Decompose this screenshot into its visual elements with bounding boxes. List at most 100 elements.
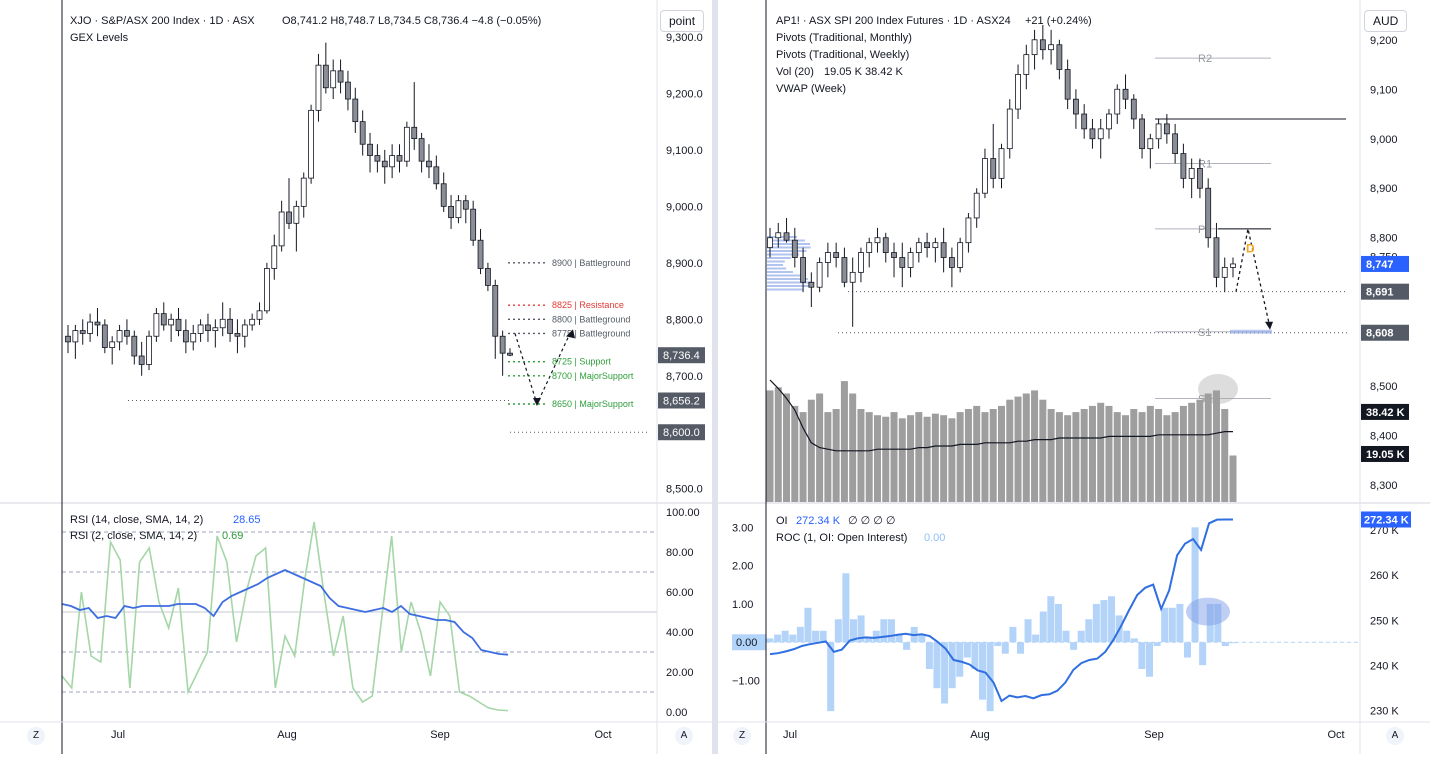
candle[interactable] <box>426 144 432 179</box>
xjo-chart-panel[interactable]: 8900 | Battleground 8825 | Resistance 8800… <box>0 0 712 754</box>
xjo-chart-svg[interactable]: 8900 | Battleground 8825 | Resistance 8800… <box>0 0 712 754</box>
candle[interactable] <box>800 247 806 293</box>
candle[interactable] <box>367 132 373 173</box>
candle[interactable] <box>492 279 499 359</box>
rsi-pane[interactable]: 100.00 80.00 60.00 40.00 20.00 0.00 <box>61 507 700 719</box>
rsi14-label[interactable]: RSI (14, close, SMA, 14, 2) <box>70 514 203 526</box>
candle[interactable] <box>891 242 897 278</box>
candle[interactable] <box>138 341 145 376</box>
candle[interactable] <box>1221 257 1228 293</box>
candle[interactable] <box>352 87 359 133</box>
candles-layer[interactable] <box>65 42 513 376</box>
candle[interactable] <box>79 319 86 345</box>
candle[interactable] <box>1031 29 1038 70</box>
candle[interactable] <box>205 313 211 342</box>
candle[interactable] <box>440 172 447 212</box>
candle[interactable] <box>1180 143 1187 189</box>
roc-label[interactable]: ROC (1, OI: Open Interest) <box>776 532 907 544</box>
candle[interactable] <box>256 302 263 325</box>
candle[interactable] <box>109 336 116 365</box>
candle[interactable] <box>1048 29 1055 65</box>
candle[interactable] <box>212 319 219 348</box>
candle[interactable] <box>227 308 233 342</box>
candle[interactable] <box>767 227 773 258</box>
candle[interactable] <box>455 195 462 224</box>
volume-label[interactable]: Vol (20) <box>776 66 814 78</box>
candle[interactable] <box>1006 99 1013 159</box>
candle[interactable] <box>286 178 292 229</box>
candle[interactable] <box>1147 133 1154 169</box>
candle[interactable] <box>241 319 248 348</box>
candle[interactable] <box>1122 74 1129 110</box>
zoom-toggle-button[interactable]: Z <box>733 727 751 745</box>
candle[interactable] <box>1188 158 1195 199</box>
candle[interactable] <box>322 42 329 94</box>
candle[interactable] <box>982 148 988 199</box>
candle[interactable] <box>94 308 101 337</box>
candle[interactable] <box>791 227 798 268</box>
candle[interactable] <box>403 121 410 167</box>
candle[interactable] <box>124 319 130 345</box>
candle[interactable] <box>1213 222 1220 288</box>
candle[interactable] <box>315 53 322 122</box>
candle[interactable] <box>1089 118 1096 149</box>
candle[interactable] <box>484 262 491 292</box>
candle[interactable] <box>940 227 947 273</box>
candle[interactable] <box>932 237 939 263</box>
candle[interactable] <box>907 247 914 278</box>
candle[interactable] <box>182 319 189 354</box>
auto-scale-button[interactable]: A <box>1386 727 1404 745</box>
candle[interactable] <box>998 143 1005 189</box>
candle[interactable] <box>190 324 197 351</box>
candle[interactable] <box>308 104 315 184</box>
candle[interactable] <box>389 144 396 179</box>
candle[interactable] <box>1081 104 1088 139</box>
monthly-pivots-label[interactable]: Pivots (Traditional, Monthly) <box>776 32 912 44</box>
candle[interactable] <box>816 257 823 293</box>
candle[interactable] <box>1097 118 1104 159</box>
candle[interactable] <box>411 82 418 150</box>
unit-button[interactable]: point <box>660 10 705 32</box>
candle[interactable] <box>396 144 403 173</box>
candle[interactable] <box>359 110 366 156</box>
rsi2-label[interactable]: RSI (2, close, SMA, 14, 2) <box>70 530 197 542</box>
candle[interactable] <box>330 59 337 100</box>
candle[interactable] <box>841 247 848 288</box>
candle[interactable] <box>470 200 477 246</box>
candle[interactable] <box>101 319 108 354</box>
candle[interactable] <box>160 302 167 331</box>
auto-scale-button[interactable]: A <box>675 727 693 745</box>
candle[interactable] <box>337 59 344 94</box>
candle[interactable] <box>219 302 226 337</box>
candle[interactable] <box>131 330 138 365</box>
candle[interactable] <box>271 234 278 280</box>
candle[interactable] <box>866 237 873 268</box>
candle[interactable] <box>849 257 856 327</box>
candle[interactable] <box>948 247 955 288</box>
candle[interactable] <box>507 348 513 357</box>
candle[interactable] <box>1155 118 1162 149</box>
zoom-toggle-button[interactable]: Z <box>27 727 45 745</box>
candle[interactable] <box>965 212 972 253</box>
candle[interactable] <box>499 330 506 376</box>
candle[interactable] <box>783 217 790 243</box>
candle[interactable] <box>973 188 980 228</box>
candle[interactable] <box>1023 44 1030 90</box>
candle[interactable] <box>300 172 307 218</box>
candle[interactable] <box>462 195 469 224</box>
unit-button[interactable]: AUD <box>1364 10 1408 32</box>
panel-divider[interactable] <box>712 0 718 754</box>
candle[interactable] <box>374 144 381 173</box>
candle[interactable] <box>116 324 123 351</box>
candle[interactable] <box>263 262 270 314</box>
candle[interactable] <box>87 313 93 342</box>
vwap-label[interactable]: VWAP (Week) <box>776 83 846 95</box>
oi-label[interactable]: OI <box>776 515 788 527</box>
candle[interactable] <box>477 228 484 275</box>
candle[interactable] <box>874 227 881 253</box>
candle[interactable] <box>1163 114 1170 144</box>
weekly-pivots-label[interactable]: Pivots (Traditional, Weekly) <box>776 49 909 61</box>
candle[interactable] <box>1172 123 1179 164</box>
